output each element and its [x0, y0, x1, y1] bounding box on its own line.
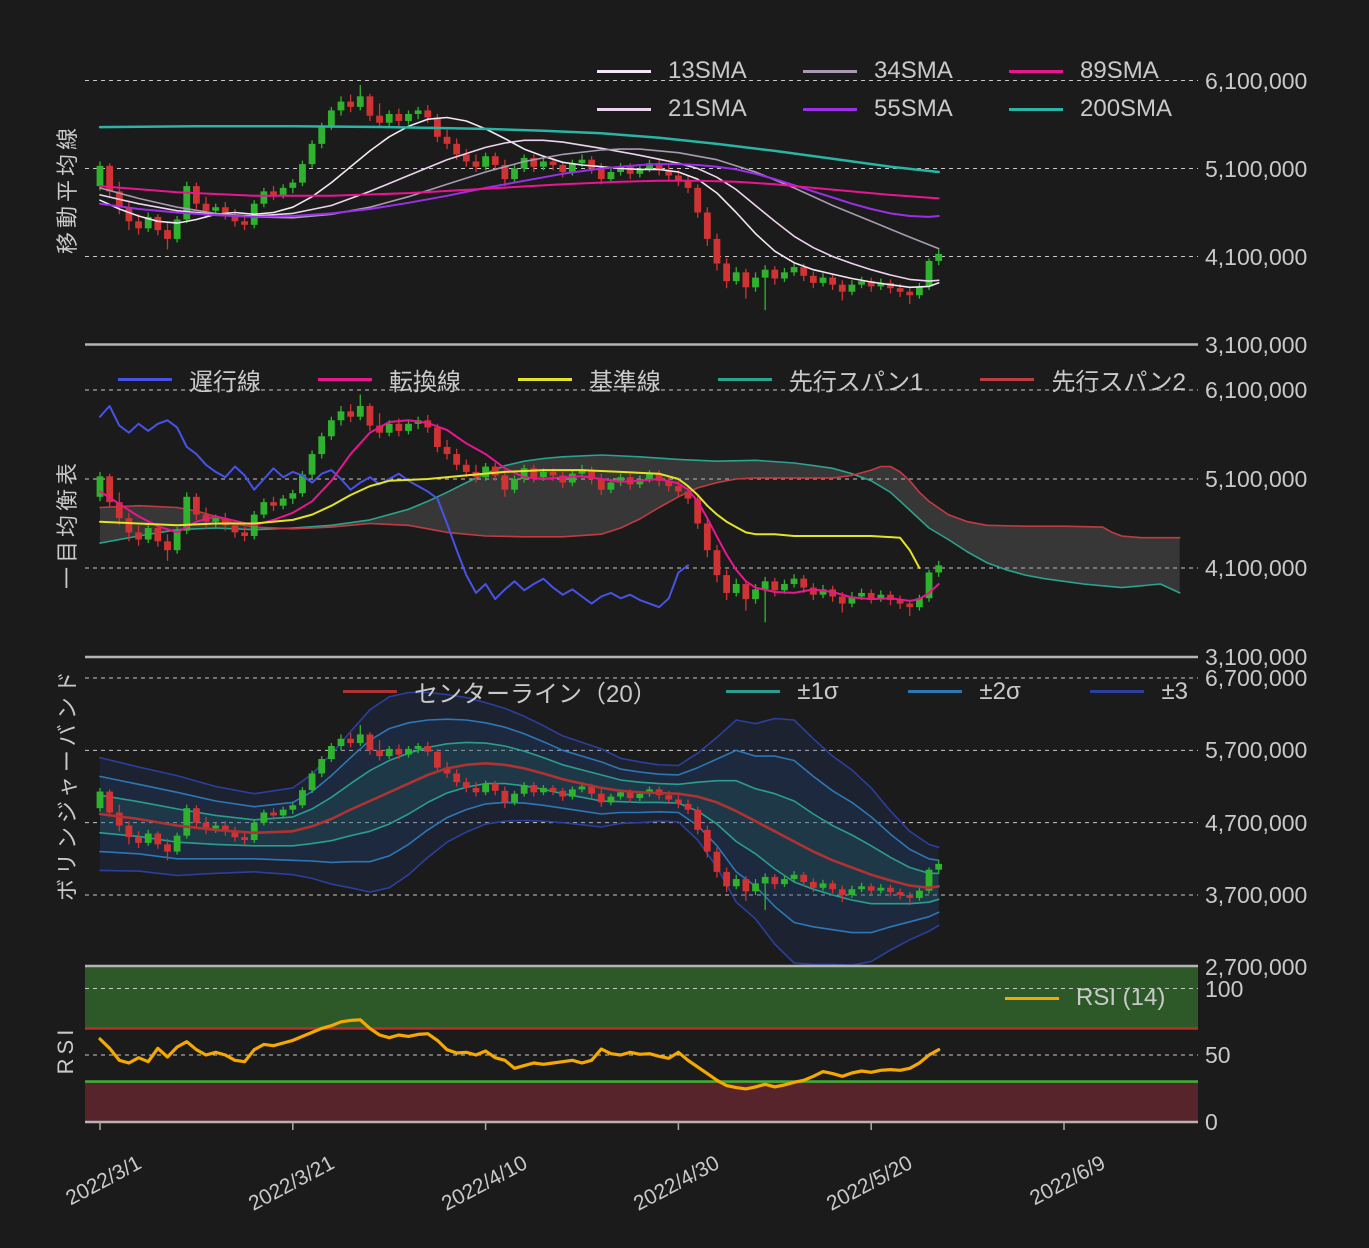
legend-rsi: RSI (14)	[1005, 984, 1185, 1012]
legend-ichimoku-4: 先行スパン2	[980, 362, 1186, 397]
legend-bollinger-0: センターライン（20）	[343, 674, 657, 709]
ytick-ma-6,100,000: 6,100,000	[1205, 67, 1308, 94]
ytick-ichimoku-5,100,000: 5,100,000	[1205, 466, 1308, 492]
legend-ichimoku-3-label: 先行スパン1	[788, 369, 924, 396]
legend-bollinger-2-swatch	[908, 690, 963, 693]
ytick-ichimoku-4,100,000: 4,100,000	[1205, 555, 1308, 581]
ytick-rsi-50: 50	[1205, 1042, 1231, 1068]
ytick-bollinger-4,700,000: 4,700,000	[1205, 809, 1308, 836]
legend-ma-2: 89SMA	[1009, 57, 1215, 85]
line-34SMA	[99, 148, 940, 250]
legend-bollinger: センターライン（20） ±1σ ±2σ ±3	[343, 674, 1188, 709]
legend-rsi-0: RSI (14)	[1005, 984, 1165, 1012]
legend-bollinger-0-swatch	[343, 690, 397, 693]
panel-title-rsi: RSI	[53, 1025, 78, 1075]
legend-bollinger-0-label: センターライン（20）	[414, 681, 657, 708]
legend-ichimoku-4-label: 先行スパン2	[1051, 369, 1186, 396]
line-基準線	[99, 469, 921, 569]
legend-ma-1-label: 34SMA	[874, 57, 953, 84]
line--3sigma	[99, 819, 940, 967]
legend-ichimoku-1-swatch	[317, 378, 372, 381]
legend-bollinger-1: ±1σ	[726, 677, 839, 706]
line-+2sigma	[99, 718, 940, 862]
legend-ma-2-label: 89SMA	[1080, 57, 1159, 84]
technical-chart: 移動平均線 一目均衡表 ボリンジャーバンド RSI 6,100,000 5,100…	[53, 57, 1308, 1216]
legend-ichimoku-3: 先行スパン1	[717, 362, 924, 397]
legend-ma-1-swatch	[803, 69, 857, 73]
legend-ma-0: 13SMA	[597, 57, 803, 85]
line-rsi14	[98, 1018, 941, 1091]
line-200SMA	[98, 125, 940, 174]
ytick-bollinger-6,700,000: 6,700,000	[1205, 665, 1308, 691]
line-13SMA	[99, 116, 940, 289]
line-21SMA	[99, 139, 940, 282]
line-先行スパン1	[99, 454, 1181, 594]
ytick-ma-4,100,000: 4,100,000	[1205, 243, 1308, 270]
legend-bollinger-2: ±2σ	[908, 677, 1021, 706]
ytick-rsi-100: 100	[1205, 975, 1244, 1002]
legend-ichimoku-4-swatch	[980, 378, 1035, 381]
candles-bollinger	[96, 725, 943, 911]
legend-rsi-0-label: RSI (14)	[1076, 984, 1166, 1011]
legend-ma-3-label: 21SMA	[668, 95, 747, 122]
panel-title-bollinger: ボリンジャーバンド	[55, 667, 80, 901]
line-+1sigma	[99, 741, 940, 875]
ytick-ichimoku-3,100,000: 3,100,000	[1205, 644, 1308, 670]
legend-ichimoku-2: 基準線	[517, 362, 661, 397]
legend-ichimoku-0-swatch	[118, 378, 172, 381]
ytick-bollinger-3,700,000: 3,700,000	[1205, 881, 1308, 908]
legend-ma-4: 55SMA	[803, 95, 1009, 123]
legend-ma: 13SMA 34SMA 89SMA 21SMA 55SMA 200SMA	[597, 57, 1215, 123]
ytick-rsi-0: 0	[1205, 1108, 1218, 1135]
bollinger-fill-1	[100, 742, 939, 904]
legend-ichimoku-0-label: 遅行線	[189, 369, 261, 396]
line-center20	[98, 761, 941, 890]
legend-ichimoku-1-label: 転換線	[388, 369, 461, 396]
bollinger-fill-3	[100, 692, 939, 966]
ytick-ichimoku-6,100,000: 6,100,000	[1205, 377, 1308, 403]
rsi-zone	[85, 1081, 1198, 1122]
bollinger-fill-2	[100, 719, 939, 933]
line--2sigma	[99, 801, 940, 934]
ytick-bollinger-2,700,000: 2,700,000	[1205, 954, 1308, 981]
legend-ma-4-label: 55SMA	[874, 95, 953, 122]
panel-title-ichimoku: 一目均衡表	[55, 459, 80, 590]
line-55SMA	[99, 163, 940, 218]
legend-ma-5: 200SMA	[1009, 95, 1215, 123]
legend-ichimoku-2-label: 基準線	[588, 369, 661, 396]
legend-ma-0-swatch	[597, 69, 651, 73]
legend-rsi-0-swatch	[1005, 996, 1059, 1000]
legend-ichimoku-3-swatch	[717, 378, 772, 381]
legend-ma-1: 34SMA	[803, 57, 1009, 85]
legend-ichimoku-1: 転換線	[317, 362, 461, 397]
legend-ma-3-swatch	[597, 107, 651, 111]
legend-ma-4-swatch	[803, 107, 857, 111]
ytick-ma-5,100,000: 5,100,000	[1205, 155, 1308, 182]
line-89SMA	[99, 179, 940, 200]
legend-bollinger-1-label: ±1σ	[797, 677, 839, 705]
line-遅行線	[99, 405, 689, 609]
legend-bollinger-3-swatch	[1090, 690, 1145, 693]
legend-ma-5-swatch	[1009, 107, 1063, 111]
line-先行スパン2	[99, 465, 1181, 539]
legend-ma-2-swatch	[1009, 69, 1063, 73]
legend-ichimoku-0: 遅行線	[118, 362, 261, 397]
line-転換線	[99, 419, 940, 602]
ytick-ma-3,100,000: 3,100,000	[1205, 331, 1308, 358]
legend-bollinger-2-label: ±2σ	[979, 677, 1021, 705]
legend-ichimoku-2-swatch	[517, 378, 572, 381]
legend-bollinger-3-label: ±3	[1161, 677, 1188, 705]
legend-ma-5-label: 200SMA	[1080, 95, 1173, 122]
legend-ma-0-label: 13SMA	[668, 57, 747, 84]
ytick-bollinger-5,700,000: 5,700,000	[1205, 737, 1308, 764]
legend-ma-3: 21SMA	[597, 95, 803, 123]
legend-ichimoku: 遅行線 転換線 基準線 先行スパン1 先行スパン2	[118, 362, 1186, 397]
chart-canvas	[85, 80, 1198, 1130]
ichimoku-cloud	[100, 455, 1180, 593]
panel-title-ma: 移動平均線	[55, 124, 80, 255]
legend-bollinger-3: ±3	[1090, 678, 1188, 706]
legend-bollinger-1-swatch	[726, 690, 781, 693]
